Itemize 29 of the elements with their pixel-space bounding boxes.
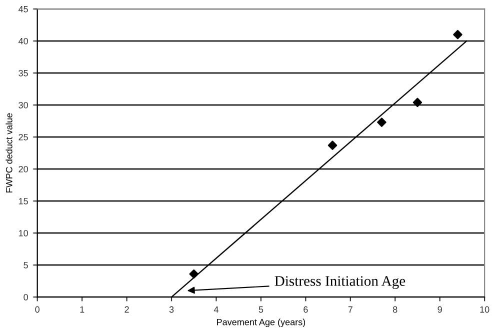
x-tick-label: 6: [304, 306, 308, 313]
point: [377, 118, 386, 127]
y-tick-label: 5: [24, 262, 28, 268]
y-tick-label: 10: [18, 230, 28, 236]
x-axis-title: Pavement Age (years): [217, 318, 306, 328]
y-tick-label: 20: [18, 166, 28, 172]
point: [412, 98, 422, 108]
y-tick-label: 30: [18, 102, 28, 108]
x-tick-label: 5: [258, 306, 264, 313]
x-tick-label: 9: [438, 306, 442, 313]
x-tick-label: 2: [124, 306, 129, 313]
y-axis-title: FWPC deduct value: [6, 113, 12, 192]
y-tick-label: 40: [18, 38, 28, 44]
x-tick-label: 8: [392, 306, 398, 313]
annotation: Distress Initiation Age: [274, 276, 406, 289]
point: [453, 30, 462, 40]
y-tick-label: 35: [18, 70, 28, 76]
y-tick-label: 0: [24, 294, 28, 300]
y-tick-label: 15: [18, 198, 28, 204]
x-tick-label: 3: [169, 306, 174, 313]
y-tick-label: 25: [18, 134, 28, 140]
x-tick-label: 10: [480, 306, 490, 313]
point: [189, 269, 198, 279]
x-tick-label: 4: [214, 306, 218, 313]
x-tick-label: 7: [348, 306, 352, 313]
y-tick-label: 45: [18, 6, 28, 12]
x-tick-label: 0: [35, 306, 40, 313]
point: [328, 140, 338, 150]
x-tick-label: 1: [80, 306, 84, 313]
